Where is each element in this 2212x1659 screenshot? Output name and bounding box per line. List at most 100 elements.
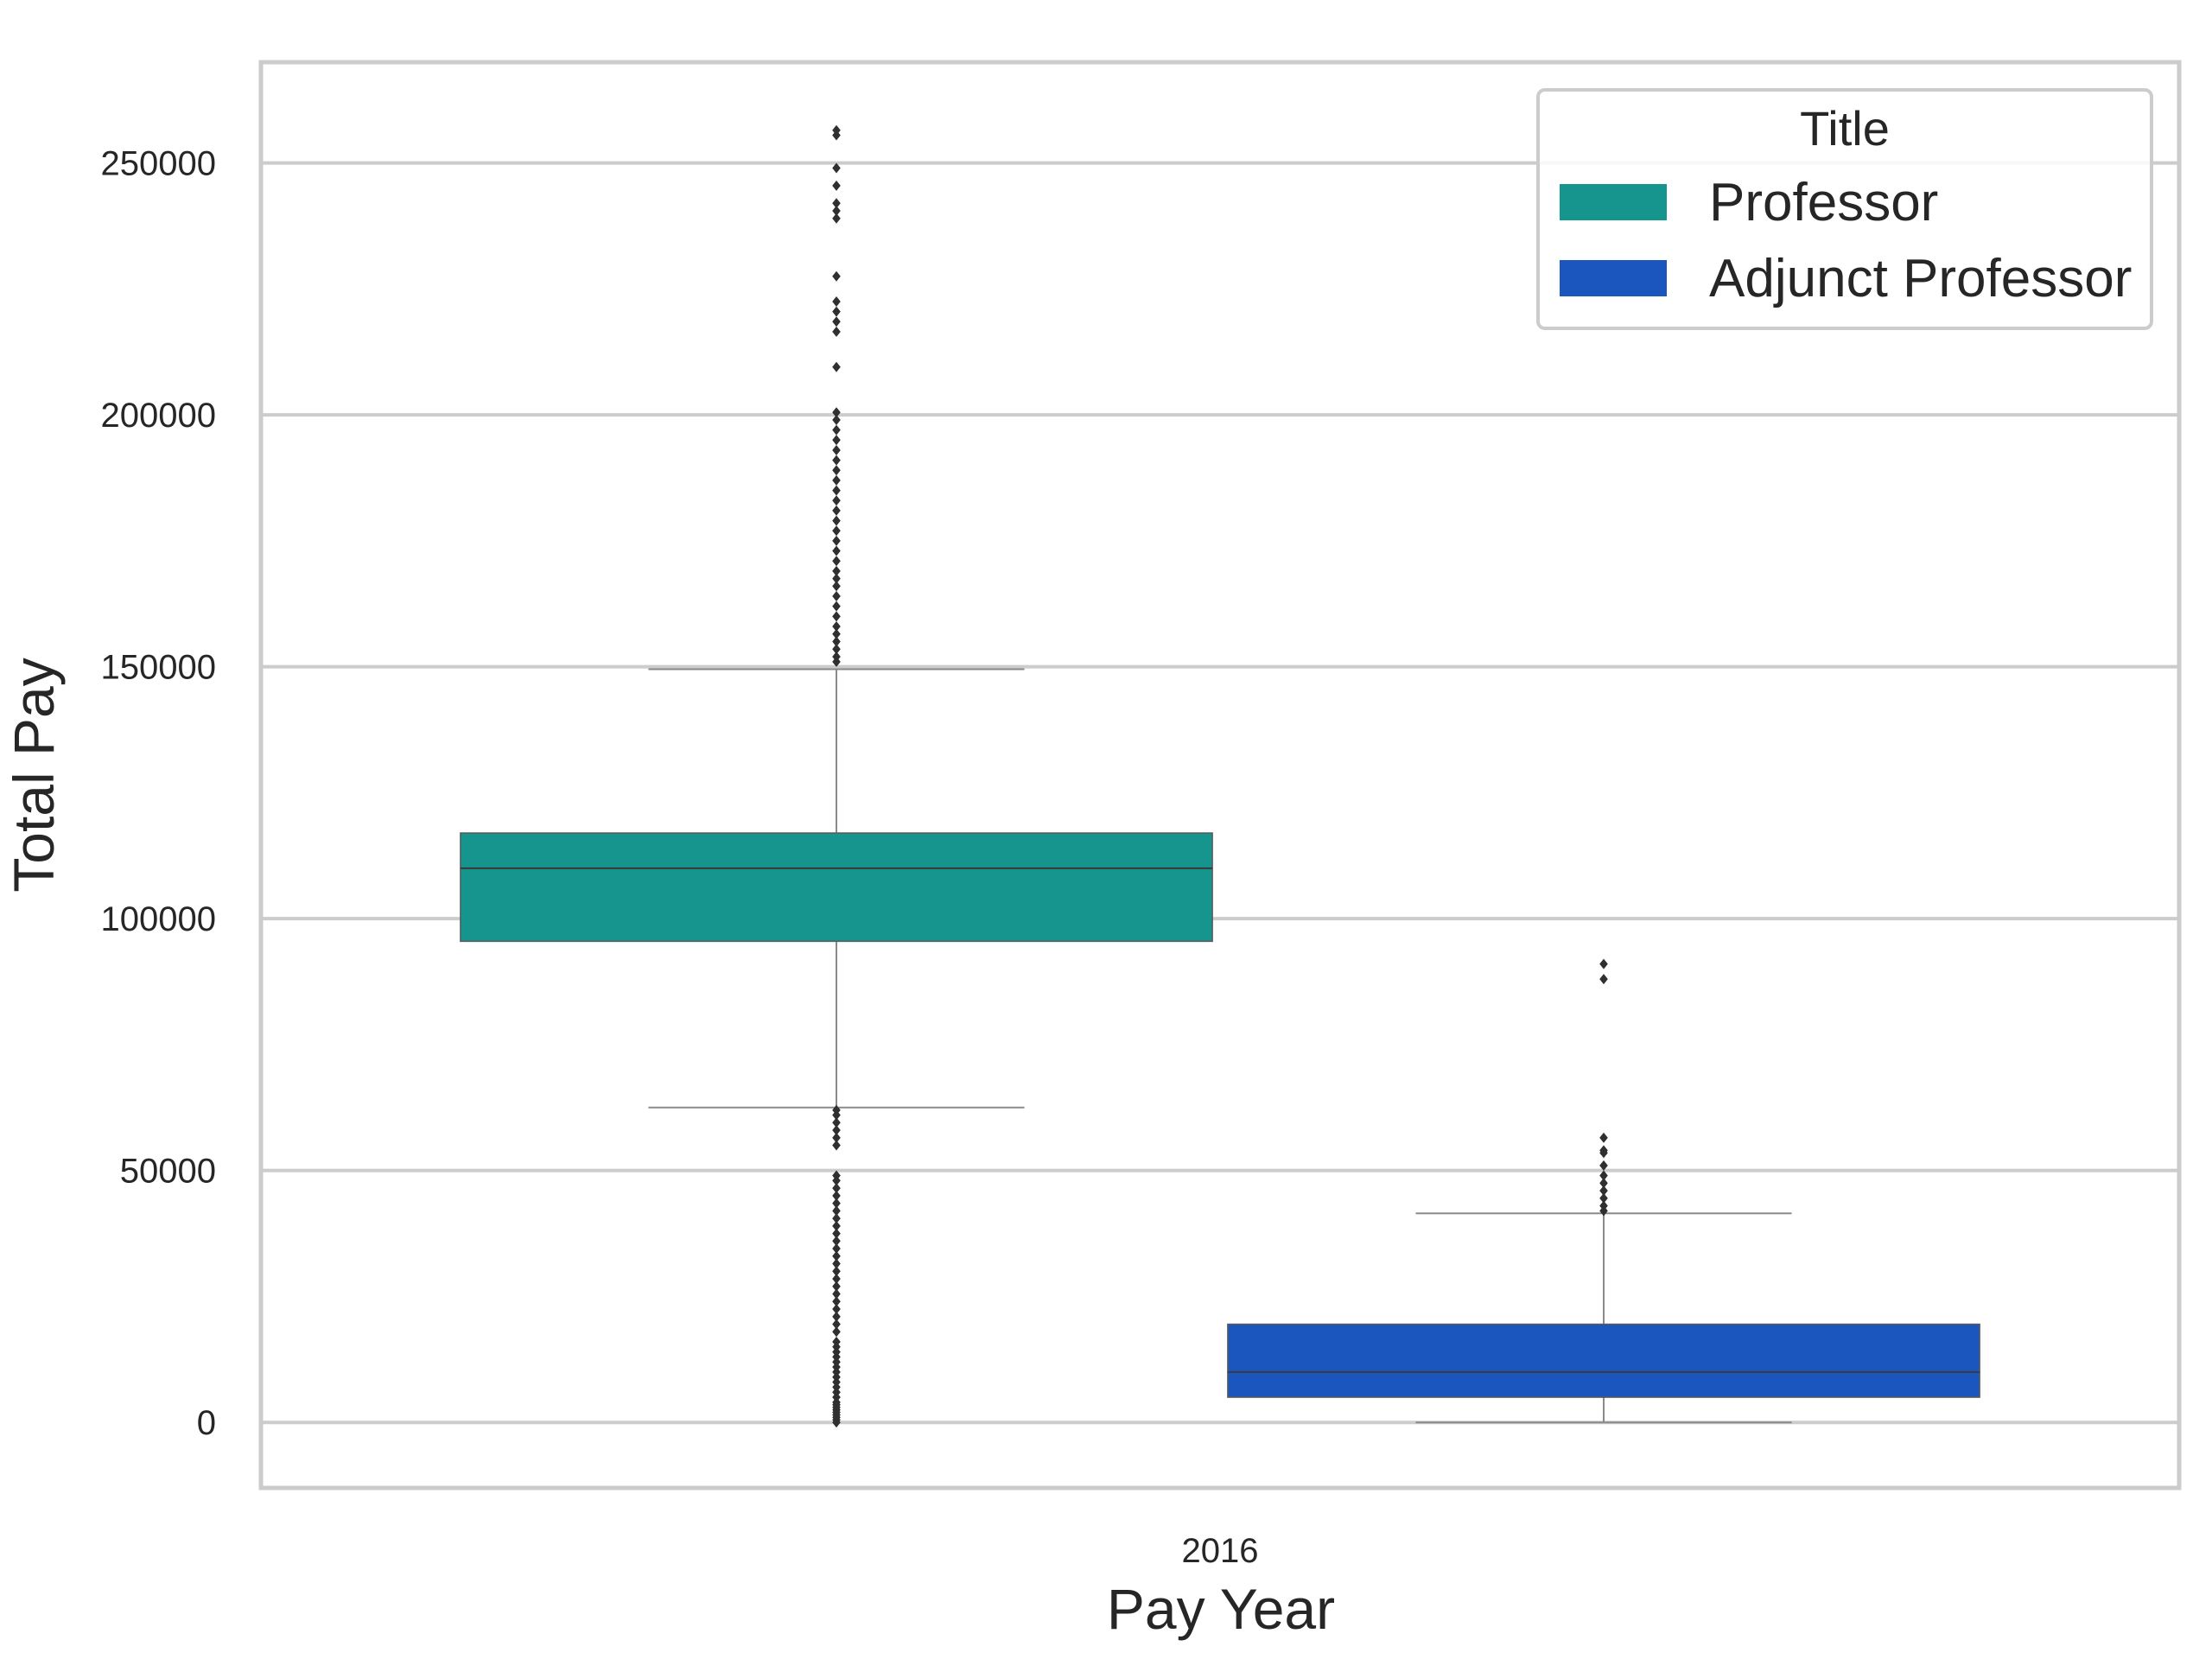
outlier-point [832, 270, 841, 282]
outlier-point [832, 316, 841, 327]
outlier-point [832, 1243, 841, 1255]
outlier-point [1599, 1160, 1608, 1171]
outlier-point [1599, 1178, 1608, 1189]
outlier-point [832, 1296, 841, 1307]
y-tick-label: 250000 [101, 145, 216, 183]
outlier-point [1599, 1192, 1608, 1204]
outlier-point [832, 505, 841, 516]
axes-frame [258, 60, 2182, 1491]
outlier-point [832, 1288, 841, 1300]
outlier-point [832, 296, 841, 307]
outlier-point [1599, 1170, 1608, 1181]
outlier-point [832, 1170, 841, 1181]
y-tick-label: 0 [197, 1404, 216, 1442]
outlier-point [832, 1213, 841, 1224]
outlier-point [832, 1250, 841, 1262]
outlier-point [832, 361, 841, 372]
outlier-point [832, 213, 841, 224]
legend-label-adjunct-professor: Adjunct Professor [1709, 249, 2132, 308]
outlier-point [832, 444, 841, 455]
outlier-point [832, 545, 841, 556]
legend-label-professor: Professor [1709, 173, 1938, 232]
y-tick-label: 150000 [101, 649, 216, 687]
outlier-point [832, 644, 841, 655]
outlier-point [832, 1336, 841, 1347]
outlier-point [832, 573, 841, 584]
outlier-point [832, 601, 841, 612]
y-axis-label: Total Pay [2, 658, 66, 892]
axis-labels: Pay Year Total Pay [2, 658, 1335, 1641]
outlier-point [832, 326, 841, 337]
iqr-box [1227, 1323, 1980, 1398]
outlier-point [832, 1319, 841, 1330]
outlier-point [832, 474, 841, 486]
outlier-point [832, 1198, 841, 1209]
outlier-point [832, 162, 841, 174]
outlier-point [832, 485, 841, 496]
outlier-point [832, 1228, 841, 1239]
outlier-point [832, 495, 841, 506]
legend-swatch-professor [1560, 184, 1667, 220]
outlier-point [832, 1266, 841, 1277]
outlier-point [832, 1311, 841, 1322]
outlier-point [832, 414, 841, 425]
plot-area [460, 124, 1980, 1428]
outlier-point [832, 424, 841, 435]
outlier-point [1599, 958, 1608, 969]
outlier-point [832, 1236, 841, 1247]
outlier-point [832, 621, 841, 632]
plot-frame [258, 60, 2182, 1491]
outlier-point [832, 454, 841, 466]
outlier-point [832, 636, 841, 647]
outlier-point [832, 515, 841, 526]
outlier-point [832, 407, 841, 418]
outlier-point [832, 1304, 841, 1315]
outlier-point [832, 1281, 841, 1292]
outlier-point [832, 180, 841, 191]
outlier-point [1599, 1145, 1608, 1156]
outlier-point [1599, 1200, 1608, 1211]
outlier-point [832, 611, 841, 622]
outlier-point [832, 1117, 841, 1128]
tick-labels: 0 50000 100000 150000 200000 250000 2016 [101, 145, 1259, 1570]
outlier-point [832, 556, 841, 567]
legend-title: Title [1800, 101, 1890, 156]
outlier-point [832, 205, 841, 216]
outlier-point [832, 1220, 841, 1231]
outlier-point [832, 565, 841, 576]
outlier-point [832, 581, 841, 592]
outlier-point [832, 1183, 841, 1194]
outlier-point [832, 651, 841, 662]
outlier-point [832, 1326, 841, 1338]
y-tick-label: 100000 [101, 900, 216, 938]
outlier-point [832, 535, 841, 546]
y-tick-label: 200000 [101, 397, 216, 435]
legend-frame [1536, 88, 2153, 330]
legend-swatch-adjunct-professor [1560, 260, 1667, 296]
outlier-point [832, 1258, 841, 1269]
outlier-point [832, 591, 841, 602]
outlier-point [832, 124, 841, 136]
outlier-point [832, 1132, 841, 1143]
outlier-point [1599, 1132, 1608, 1143]
outlier-point [832, 306, 841, 317]
outlier-point [832, 1205, 841, 1217]
outlier-point [1599, 974, 1608, 985]
box-group-adjunct-professor [1227, 958, 1980, 1424]
x-axis-label: Pay Year [1107, 1577, 1335, 1641]
outlier-point [832, 198, 841, 209]
box-group-professor [460, 124, 1213, 1428]
outlier-point [832, 628, 841, 639]
iqr-box [460, 832, 1213, 943]
outlier-point [832, 1140, 841, 1151]
outlier-point [832, 1104, 841, 1116]
outlier-point [832, 525, 841, 537]
legend: Title Professor Adjunct Professor [1536, 88, 2153, 330]
outlier-point [832, 465, 841, 476]
outlier-point [832, 1274, 841, 1285]
grid-lines [261, 161, 2179, 1425]
outlier-point [832, 1190, 841, 1201]
outlier-point [832, 435, 841, 446]
